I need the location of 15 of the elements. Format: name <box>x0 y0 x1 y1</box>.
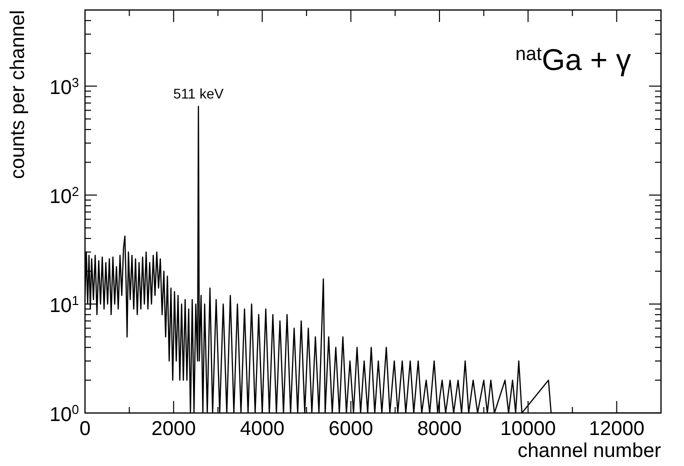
x-tick-label: 10000 <box>500 418 556 440</box>
y-axis-title: counts per channel <box>7 10 29 180</box>
x-tick-label: 2000 <box>151 418 196 440</box>
y-tick-label: 10$^{1}$ <box>50 292 79 318</box>
x-tick-label: 6000 <box>328 418 374 440</box>
x-tick-label: 0 <box>79 418 91 440</box>
annotation: 511 keV <box>173 86 224 102</box>
y-tick-label: 10$^{2}$ <box>50 184 79 208</box>
x-tick-label: 8000 <box>417 418 462 440</box>
x-axis-title: channel number <box>518 440 662 462</box>
annotation: $^{nat}$Ga + γ <box>515 44 631 77</box>
y-tick-label: 10$^{3}$ <box>50 74 79 100</box>
x-tick-label: 4000 <box>240 418 284 440</box>
y-tick-label: 10$^{0}$ <box>50 402 79 426</box>
x-tick-label: 12000 <box>588 418 645 440</box>
